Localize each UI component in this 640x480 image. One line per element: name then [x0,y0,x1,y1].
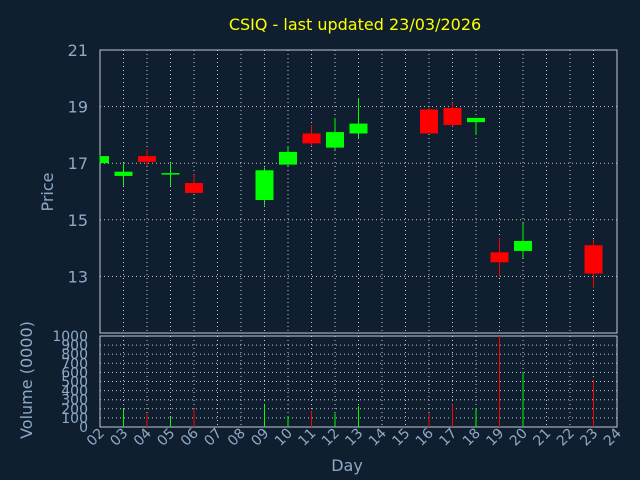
x-tick-label: 13 [342,426,366,450]
candle-body [302,133,321,144]
chart-title: CSIQ - last updated 23/03/2026 [229,15,481,34]
candles-layer [99,98,603,288]
volume-tick-label: 400 [61,384,88,400]
candle-body [138,156,156,162]
candle-body [584,245,603,274]
volume-tick-label: 200 [61,402,88,418]
x-tick-label: 06 [178,425,202,449]
price-tick-label: 21 [68,41,88,60]
x-tick-label: 21 [530,426,554,450]
x-axis: 02 03 04 05 06 07 08 09 10 11 12 13 14 15 16 17 18 19 20 21… [84,425,625,449]
x-tick-label: 08 [225,426,249,450]
x-tick-label: 20 [507,426,531,450]
volume-tick-label: 500 [61,375,88,391]
x-tick-label: 19 [483,426,507,450]
x-tick-label: 09 [248,426,272,450]
price-tick-label: 17 [68,154,88,173]
price-tick-label: 15 [68,211,88,230]
volume-tick-label: 700 [61,356,88,372]
price-tick-label: 13 [68,267,88,286]
x-tick-label: 22 [554,426,578,450]
volume-tick-label: 300 [61,393,88,409]
volume-tick-label: 0 [79,420,88,436]
candle-body [100,156,109,164]
candle-body [467,117,485,123]
x-tick-label: 07 [201,426,225,450]
candle-body [514,241,532,251]
x-tick-label: 17 [436,426,460,450]
volume-tick-label: 100 [61,411,88,427]
volume-tick-label: 900 [61,338,88,354]
volume-axis-label: Volume (0000) [17,321,36,439]
x-tick-label: 11 [295,426,319,450]
x-tick-label: 14 [366,425,390,449]
candle-body [490,252,509,263]
candle-body [185,183,203,193]
price-tick-label: 19 [68,98,88,117]
volume-tick-label: 800 [61,347,88,363]
x-tick-label: 10 [272,426,296,450]
x-tick-label: 03 [107,426,131,450]
x-tick-label: 12 [319,426,343,450]
volume-bars-layer [123,336,594,427]
candle-body [161,173,180,175]
candle-body [114,171,133,176]
candle-body [326,132,344,148]
candle-body [443,108,462,125]
x-tick-label: 16 [413,425,437,449]
volume-tick-label: 1000 [52,329,88,345]
x-tick-label: 15 [389,426,413,450]
candle-body [255,170,274,200]
candle-body [279,151,297,165]
x-tick-label: 04 [131,425,155,449]
candle-body [349,123,368,134]
price-grid [99,49,618,333]
x-tick-label: 05 [154,426,178,450]
volume-tick-label: 600 [61,365,88,381]
y-axis-label: Price [38,172,57,211]
x-tick-label: 18 [460,426,484,450]
candle-body [420,109,438,134]
x-tick-label: 24 [601,425,625,449]
x-axis-label: Day [331,456,363,475]
price-y-axis: 13 15 17 19 21 [68,41,88,286]
x-tick-label: 23 [577,426,601,450]
